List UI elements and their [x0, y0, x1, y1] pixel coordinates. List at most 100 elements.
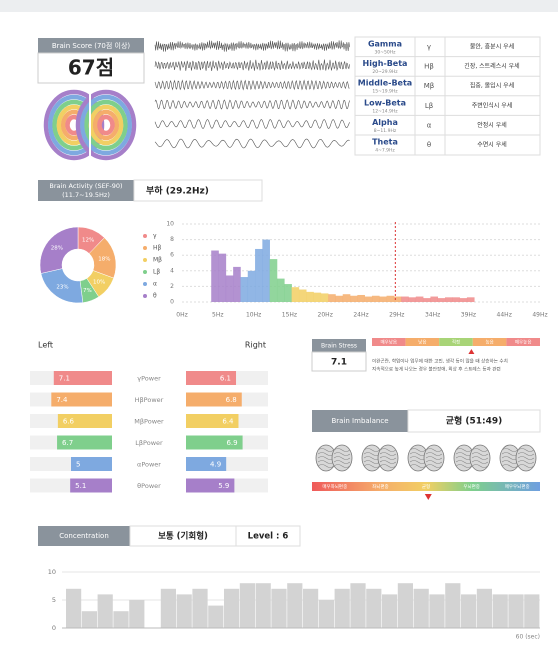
score: 67점 [68, 56, 114, 80]
pie-label: 23% [56, 285, 68, 291]
wave-desc: 주변인식시 우세 [472, 101, 513, 109]
y-tick-label: 5 [52, 596, 56, 604]
brain-fold [471, 464, 489, 468]
spectrum-bar [371, 295, 380, 302]
stress-score: 7.1 [331, 358, 347, 368]
stress-desc: 지속적으로 높게 나오는 경우 불안장애, 외상 후 스트레스 등과 관련 [372, 366, 501, 373]
score-box [311, 351, 367, 372]
wave-symbol: α [427, 121, 432, 129]
brain-fold [425, 452, 443, 456]
spectrum-bar [276, 278, 285, 302]
legend-swatch [143, 258, 147, 262]
left-bar [57, 414, 112, 428]
spectrum-bar [445, 297, 453, 302]
header-bg [312, 410, 408, 432]
stress-scale [472, 338, 507, 346]
y-tick-label: 8 [170, 236, 174, 243]
bar [318, 600, 334, 628]
spectrum-bar [350, 295, 358, 302]
legend-swatch [143, 294, 147, 298]
brain-fold [333, 452, 351, 456]
wave-name: Low-Beta [364, 98, 406, 107]
wave-symbol: θ [427, 141, 431, 149]
y-tick-label: 2 [170, 283, 174, 290]
wave-name: Theta [372, 138, 398, 147]
right-value: 6.1 [220, 375, 231, 383]
brain-fold [425, 460, 443, 464]
right-bar [186, 435, 243, 450]
bar [366, 588, 382, 628]
wave-range: 4~7.9Hz [375, 148, 395, 154]
spectrum-bar [430, 296, 439, 302]
brain-fold [471, 456, 489, 460]
power-label: LβPower [135, 439, 163, 447]
wave-range: 8~11.9Hz [374, 128, 397, 134]
legend-label: Lβ [153, 269, 160, 276]
right-value: 6.8 [226, 396, 237, 404]
brain-fold [409, 460, 427, 464]
y-tick-label: 6 [170, 252, 174, 259]
top-strip [0, 0, 558, 12]
bar [413, 588, 429, 628]
bar [350, 583, 366, 628]
wave-desc: 안정시 우세 [477, 121, 507, 129]
left-bar [57, 435, 112, 450]
waveform [154, 119, 350, 129]
brain-fold [409, 464, 427, 468]
stress-level: 높음 [485, 339, 493, 346]
bar [224, 588, 240, 628]
power-label: αPower [137, 461, 161, 469]
stress-scale [506, 338, 540, 346]
brain-fold [501, 464, 519, 468]
brain-fold [501, 460, 519, 464]
header-bg [38, 38, 144, 53]
legend-label: Hβ [153, 245, 162, 252]
bar [208, 605, 224, 628]
wave-desc: 불안, 흥분시 우세 [470, 43, 514, 51]
y-tick-label: 0 [52, 624, 56, 632]
bar [476, 588, 492, 628]
brain-fold [517, 452, 535, 456]
bar [397, 583, 413, 628]
legend-label: γ [153, 233, 157, 240]
brain-fold [363, 460, 381, 464]
bar [461, 594, 477, 628]
result: 보통 (기회형) [158, 531, 208, 542]
wave-desc: 집중, 몰입시 우세 [470, 82, 514, 90]
brain-fold [317, 464, 335, 468]
brain-fold [455, 460, 473, 464]
wave-desc: 긴장, 스트레스시 우세 [464, 62, 519, 70]
x-tick-label: 29Hz [389, 312, 404, 319]
bar [81, 611, 97, 628]
waveform [154, 40, 350, 52]
x-tick-label: 49Hz [532, 312, 547, 319]
brain-fold [333, 464, 351, 468]
power-label: MβPower [134, 418, 164, 426]
stress-pointer [468, 349, 475, 354]
wave-range: 15~19.9Hz [372, 89, 398, 95]
spectrum-bar [247, 270, 256, 302]
spectrum-bar [218, 253, 227, 302]
left-value: 5 [76, 461, 80, 469]
left-value: 5.1 [75, 482, 86, 490]
section-title: Concentration [59, 532, 109, 540]
level-box [235, 525, 301, 547]
spectrum-bar [401, 296, 409, 302]
spectrum-bar [306, 291, 314, 302]
spectrum-bar [328, 294, 336, 302]
wave-symbol: Lβ [425, 102, 433, 110]
spectrum-bar [342, 294, 351, 302]
legend-label: α [153, 281, 157, 288]
spectrum-bar [240, 277, 249, 302]
pie-label: 10% [93, 279, 105, 285]
legend-swatch [143, 246, 147, 250]
y-tick-label: 0 [170, 299, 174, 306]
section-title: Brain Stress [321, 343, 357, 350]
waveform [154, 79, 350, 91]
section-title: Brain Score (70점 이상) [52, 41, 131, 50]
spectrum-bar [357, 294, 365, 302]
pie-label: 7% [83, 288, 92, 294]
brain-fold [333, 448, 351, 452]
bar [429, 594, 445, 628]
